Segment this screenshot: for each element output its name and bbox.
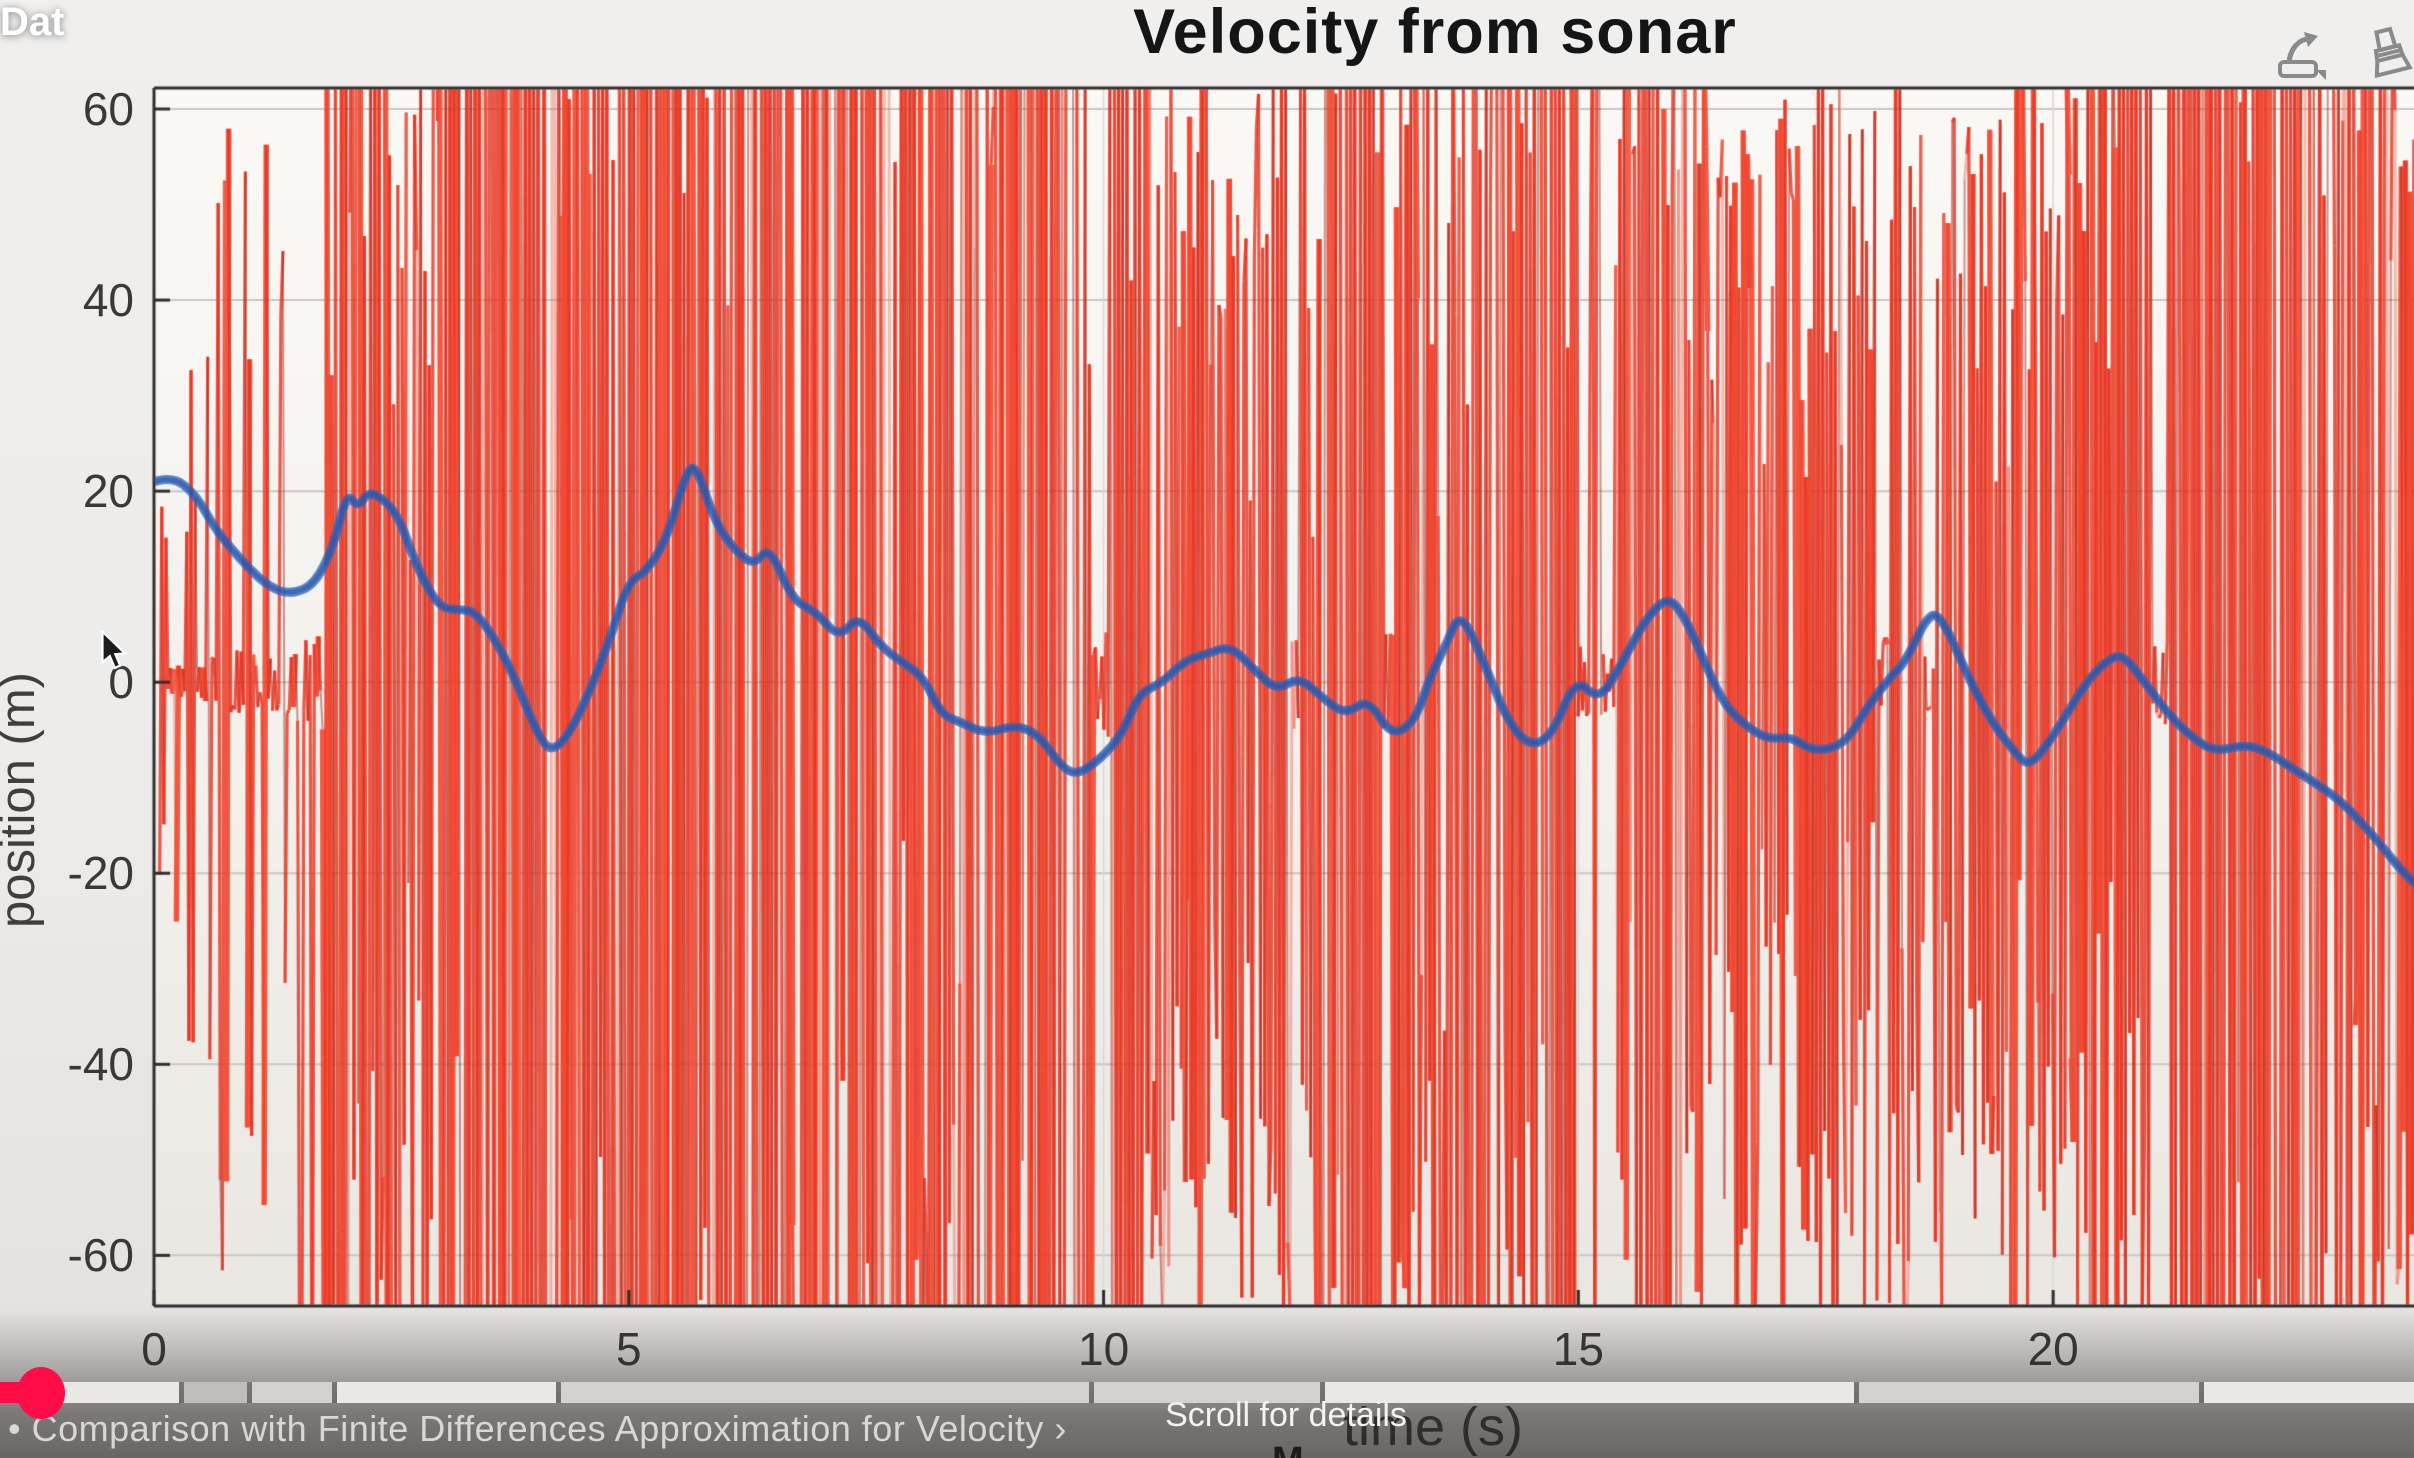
seek-bar-chapter[interactable] (1325, 1382, 1854, 1403)
seek-bar-chapter[interactable] (2203, 1382, 2414, 1403)
y-tick-label: 20 (82, 465, 134, 518)
brush-icon[interactable] (2364, 26, 2414, 82)
seek-bar-chapter[interactable] (183, 1382, 247, 1403)
seek-bar-chapter[interactable] (1859, 1382, 2200, 1403)
seek-bar-chapter[interactable] (252, 1382, 332, 1403)
export-icon[interactable] (2276, 26, 2330, 82)
y-tick-label: 40 (82, 274, 134, 327)
y-tick-label: -40 (67, 1038, 134, 1091)
video-caption: • Comparison with Finite Differences App… (8, 1408, 1067, 1449)
scroll-hint-tooltip: Scroll for details (1165, 1396, 1407, 1434)
y-tick-label: -60 (67, 1229, 134, 1282)
seek-bar-chapter[interactable] (561, 1382, 1089, 1403)
video-seek-bar[interactable] (0, 1382, 2414, 1403)
seek-bar-knob[interactable] (17, 1367, 66, 1419)
y-axis-label: position (m) (0, 672, 45, 928)
mouse-cursor (100, 630, 134, 672)
axes-toolbar (2276, 26, 2414, 82)
seek-bar-chapter[interactable] (1094, 1382, 1320, 1403)
clipped-caption-fragment: M (1272, 1440, 1304, 1458)
seek-bar-chapter[interactable] (44, 1382, 179, 1403)
y-tick-label: -20 (67, 847, 134, 900)
y-tick-label: 60 (82, 83, 134, 136)
chart-title: Velocity from sonar (1133, 0, 1737, 67)
seek-bar-chapter[interactable] (336, 1382, 556, 1403)
